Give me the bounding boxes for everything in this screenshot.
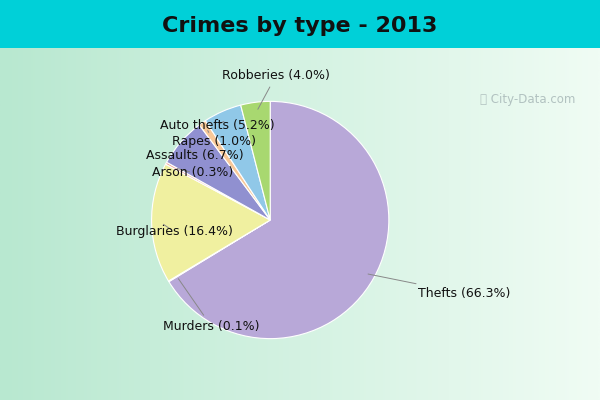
Text: Murders (0.1%): Murders (0.1%) xyxy=(163,279,260,333)
Text: Thefts (66.3%): Thefts (66.3%) xyxy=(368,274,511,300)
Text: ⓘ City-Data.com: ⓘ City-Data.com xyxy=(480,94,575,106)
Text: Robberies (4.0%): Robberies (4.0%) xyxy=(222,69,330,109)
Wedge shape xyxy=(205,105,270,220)
Text: Auto thefts (5.2%): Auto thefts (5.2%) xyxy=(160,119,275,132)
Text: Burglaries (16.4%): Burglaries (16.4%) xyxy=(116,224,233,238)
Text: Arson (0.3%): Arson (0.3%) xyxy=(152,166,233,179)
Wedge shape xyxy=(166,162,270,220)
Wedge shape xyxy=(199,121,270,220)
Text: Crimes by type - 2013: Crimes by type - 2013 xyxy=(163,16,437,36)
Wedge shape xyxy=(152,164,270,281)
Text: Assaults (6.7%): Assaults (6.7%) xyxy=(146,150,243,162)
Wedge shape xyxy=(167,125,270,220)
Text: Rapes (1.0%): Rapes (1.0%) xyxy=(172,130,256,148)
Wedge shape xyxy=(241,101,270,220)
Wedge shape xyxy=(169,220,270,282)
Wedge shape xyxy=(169,101,389,339)
